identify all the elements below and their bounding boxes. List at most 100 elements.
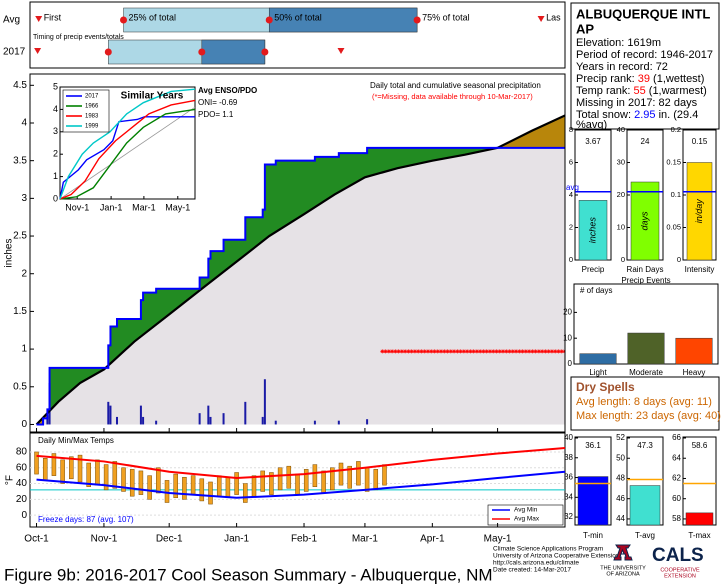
bar (579, 353, 617, 365)
temp-bar (685, 512, 714, 526)
credit: University of Arizona Cooperative Extens… (493, 553, 620, 560)
y-tick-label: 20 (563, 307, 572, 316)
precip-subtitle: (*=Missing, data available through 10-Ma… (372, 92, 533, 101)
avg-temp-line (36, 470, 566, 499)
note: in. (29.4 (656, 109, 699, 121)
temp-frame (682, 436, 717, 526)
y-tick-label: 32 (564, 512, 573, 521)
y-tick-label: 2.5 (13, 231, 27, 242)
avg-temp-line (36, 447, 566, 480)
label: Precip rank: (576, 73, 638, 85)
y-tick-label: 0.2 (671, 125, 681, 134)
note: (1,warmest) (646, 85, 707, 97)
legend-label: 1999 (85, 124, 99, 130)
inset-title: Similar Years (121, 91, 184, 102)
missing-marker (390, 349, 395, 354)
logo-text: THE UNIVERSITY (600, 565, 646, 571)
unit-label: days (639, 211, 649, 231)
base-area (36, 147, 565, 425)
x-tick-label: Apr-1 (420, 534, 445, 545)
timing-label: First (44, 12, 62, 22)
legend-label: 1966 (85, 104, 99, 110)
temp-title: Daily Min/Max Temps (38, 436, 114, 445)
cals-logo: CALS (652, 545, 704, 566)
missing-marker (559, 349, 564, 354)
temp-range-bar (173, 473, 178, 499)
missing-marker (442, 349, 447, 354)
temp-range-bar (321, 470, 326, 494)
panel-label: T-avg (635, 531, 655, 540)
y-tick-label: 0 (21, 419, 27, 430)
missing-marker (425, 349, 430, 354)
missing-marker (553, 349, 558, 354)
missing-marker (540, 349, 545, 354)
dry-spells-max: Max length: 23 days (avg: 40) (576, 410, 721, 422)
y-tick-label: 4 (569, 190, 573, 199)
missing-marker (507, 349, 512, 354)
missing-marker (393, 349, 398, 354)
y-tick-label: 1 (21, 344, 27, 355)
temp-range-bar (338, 462, 344, 486)
missing-marker (416, 349, 421, 354)
cumulative-2017-line (36, 146, 565, 426)
temp-range-bar (138, 470, 144, 495)
missing-marker (439, 349, 444, 354)
y-tick-label: 0 (21, 510, 27, 521)
missing-marker (383, 349, 388, 354)
temp-bar (629, 485, 661, 526)
x-tick-label: Oct-1 (24, 534, 49, 545)
missing-marker (406, 349, 411, 354)
y-tick-label: 0 (677, 255, 681, 264)
temp-range-bar (364, 467, 370, 492)
y-tick-label: 36 (564, 473, 573, 482)
missing-marker (533, 349, 538, 354)
legend-label: Avg Min (514, 507, 538, 514)
inset-line (59, 108, 196, 200)
temp-range-bar (286, 465, 292, 489)
y-tick-label: 60 (672, 494, 681, 503)
x-tick-label: Moderate (629, 368, 663, 377)
temp-range-bar (103, 464, 109, 491)
y-tick-label: 2 (569, 222, 573, 231)
daily-bar (139, 405, 142, 425)
missing-marker (497, 349, 502, 354)
x-tick-label: Jan-1 (224, 534, 249, 545)
inset-line (59, 99, 196, 200)
y-tick-label: 66 (672, 433, 681, 442)
inset-y-tick-label: 1 (53, 171, 58, 181)
inset-y-tick-label: 4 (53, 104, 58, 114)
credit: Date created: 14-Mar-2017 (493, 567, 571, 574)
timing-note: Timing of precip events/totals (33, 34, 124, 41)
panel-label: T-max (688, 531, 710, 540)
timing-dot (198, 48, 206, 56)
legend-label: 1983 (85, 114, 99, 120)
inset-y-tick-label: 2 (53, 149, 58, 159)
y-tick-label: 0.05 (666, 222, 681, 231)
daily-bar (207, 405, 210, 425)
missing-marker (530, 349, 535, 354)
plot-area (35, 114, 565, 426)
y-tick-label: 64 (672, 453, 681, 462)
missing-marker (484, 349, 489, 354)
temp-range-bar (277, 467, 283, 491)
precip-rank: Precip rank: 39 (1,wettest) (576, 73, 704, 85)
temp-rank: Temp rank: 55 (1,warmest) (576, 85, 707, 97)
timing-dot (120, 16, 128, 24)
station-period: Period of record: 1946-2017 (576, 49, 713, 61)
missing-marker (403, 349, 408, 354)
missing-marker (504, 349, 509, 354)
missing-marker (517, 349, 522, 354)
y-tick-label: 52 (616, 433, 625, 442)
x-tick-label: Heavy (683, 368, 706, 377)
missing-marker (468, 349, 473, 354)
missing-marker (510, 349, 515, 354)
y-tick-label: 4.5 (13, 80, 27, 91)
missing-marker (487, 349, 492, 354)
missing-marker (514, 349, 519, 354)
freeze-note: Freeze days: 87 (avg. 107) (38, 515, 134, 524)
unit-label: inches (587, 217, 597, 244)
daily-bar (109, 405, 112, 425)
temp-range-bar (356, 461, 361, 486)
temp-range-bar (112, 461, 118, 489)
quartile-bar (201, 39, 266, 65)
